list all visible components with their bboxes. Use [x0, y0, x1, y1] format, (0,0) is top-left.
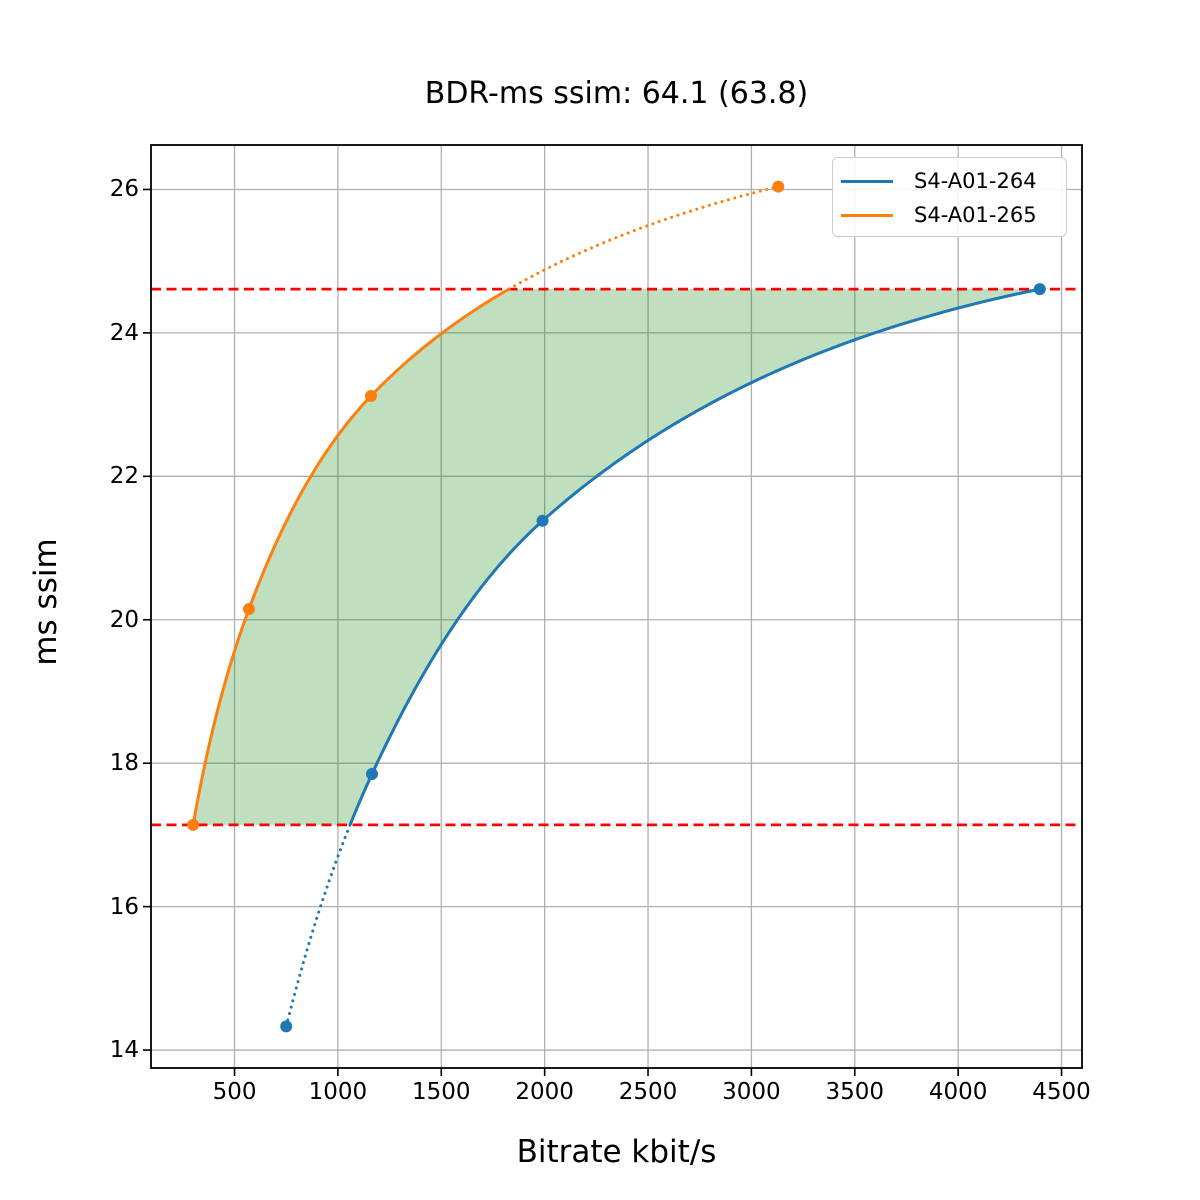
chart-title: BDR-ms ssim: 64.1 (63.8): [424, 76, 809, 111]
x-tick-label: 4500: [1032, 1079, 1091, 1105]
series-264-dotted-segment: [284, 823, 352, 1028]
bd-overlap-fill: [193, 289, 1040, 825]
y-tick-label: 22: [109, 463, 139, 490]
plot-area: [143, 144, 1083, 1076]
series-265-curve: [191, 287, 510, 826]
y-tick-label: 20: [109, 606, 139, 633]
x-tick-label: 500: [212, 1079, 257, 1105]
legend-label: S4-A01-264: [914, 169, 1037, 193]
axes-spines: [150, 144, 1083, 1069]
x-tick-label: 3500: [825, 1079, 885, 1105]
y-tick-label: 18: [109, 750, 139, 777]
data-point-S4-A01-265: [364, 390, 377, 403]
x-tick-label: 1500: [411, 1079, 471, 1105]
y-tick-label: 16: [109, 893, 139, 920]
data-point-S4-A01-264: [280, 1020, 293, 1033]
series-265-dotted-segment: [507, 185, 780, 291]
x-tick-label: 4000: [928, 1079, 988, 1105]
legend-label: S4-A01-265: [914, 203, 1037, 227]
legend-entry-s4-a01-265: S4-A01-265: [841, 198, 1058, 232]
legend: S4-A01-264 S4-A01-265: [832, 157, 1067, 237]
data-point-S4-A01-264: [536, 514, 549, 527]
data-point-S4-A01-265: [243, 603, 255, 616]
legend-line-sample-blue: [841, 179, 893, 183]
data-point-S4-A01-265: [772, 180, 785, 193]
series-264-curve: [348, 287, 1041, 826]
legend-line-sample-orange: [841, 213, 893, 217]
data-point-S4-A01-264: [366, 767, 379, 780]
data-point-S4-A01-264: [1033, 283, 1046, 296]
data-point-S4-A01-265: [187, 818, 200, 831]
x-tick-label: 2500: [618, 1079, 678, 1105]
y-axis-label: ms ssim: [28, 538, 64, 666]
x-tick-label: 2000: [515, 1079, 574, 1105]
x-tick-label: 1000: [308, 1079, 368, 1105]
legend-entry-s4-a01-264: S4-A01-264: [841, 164, 1058, 198]
y-tick-label: 14: [109, 1037, 139, 1064]
x-tick-label: 3000: [722, 1079, 781, 1105]
y-tick-label: 26: [109, 176, 139, 203]
x-axis-label: Bitrate kbit/s: [516, 1134, 717, 1170]
y-tick-label: 24: [109, 319, 139, 346]
